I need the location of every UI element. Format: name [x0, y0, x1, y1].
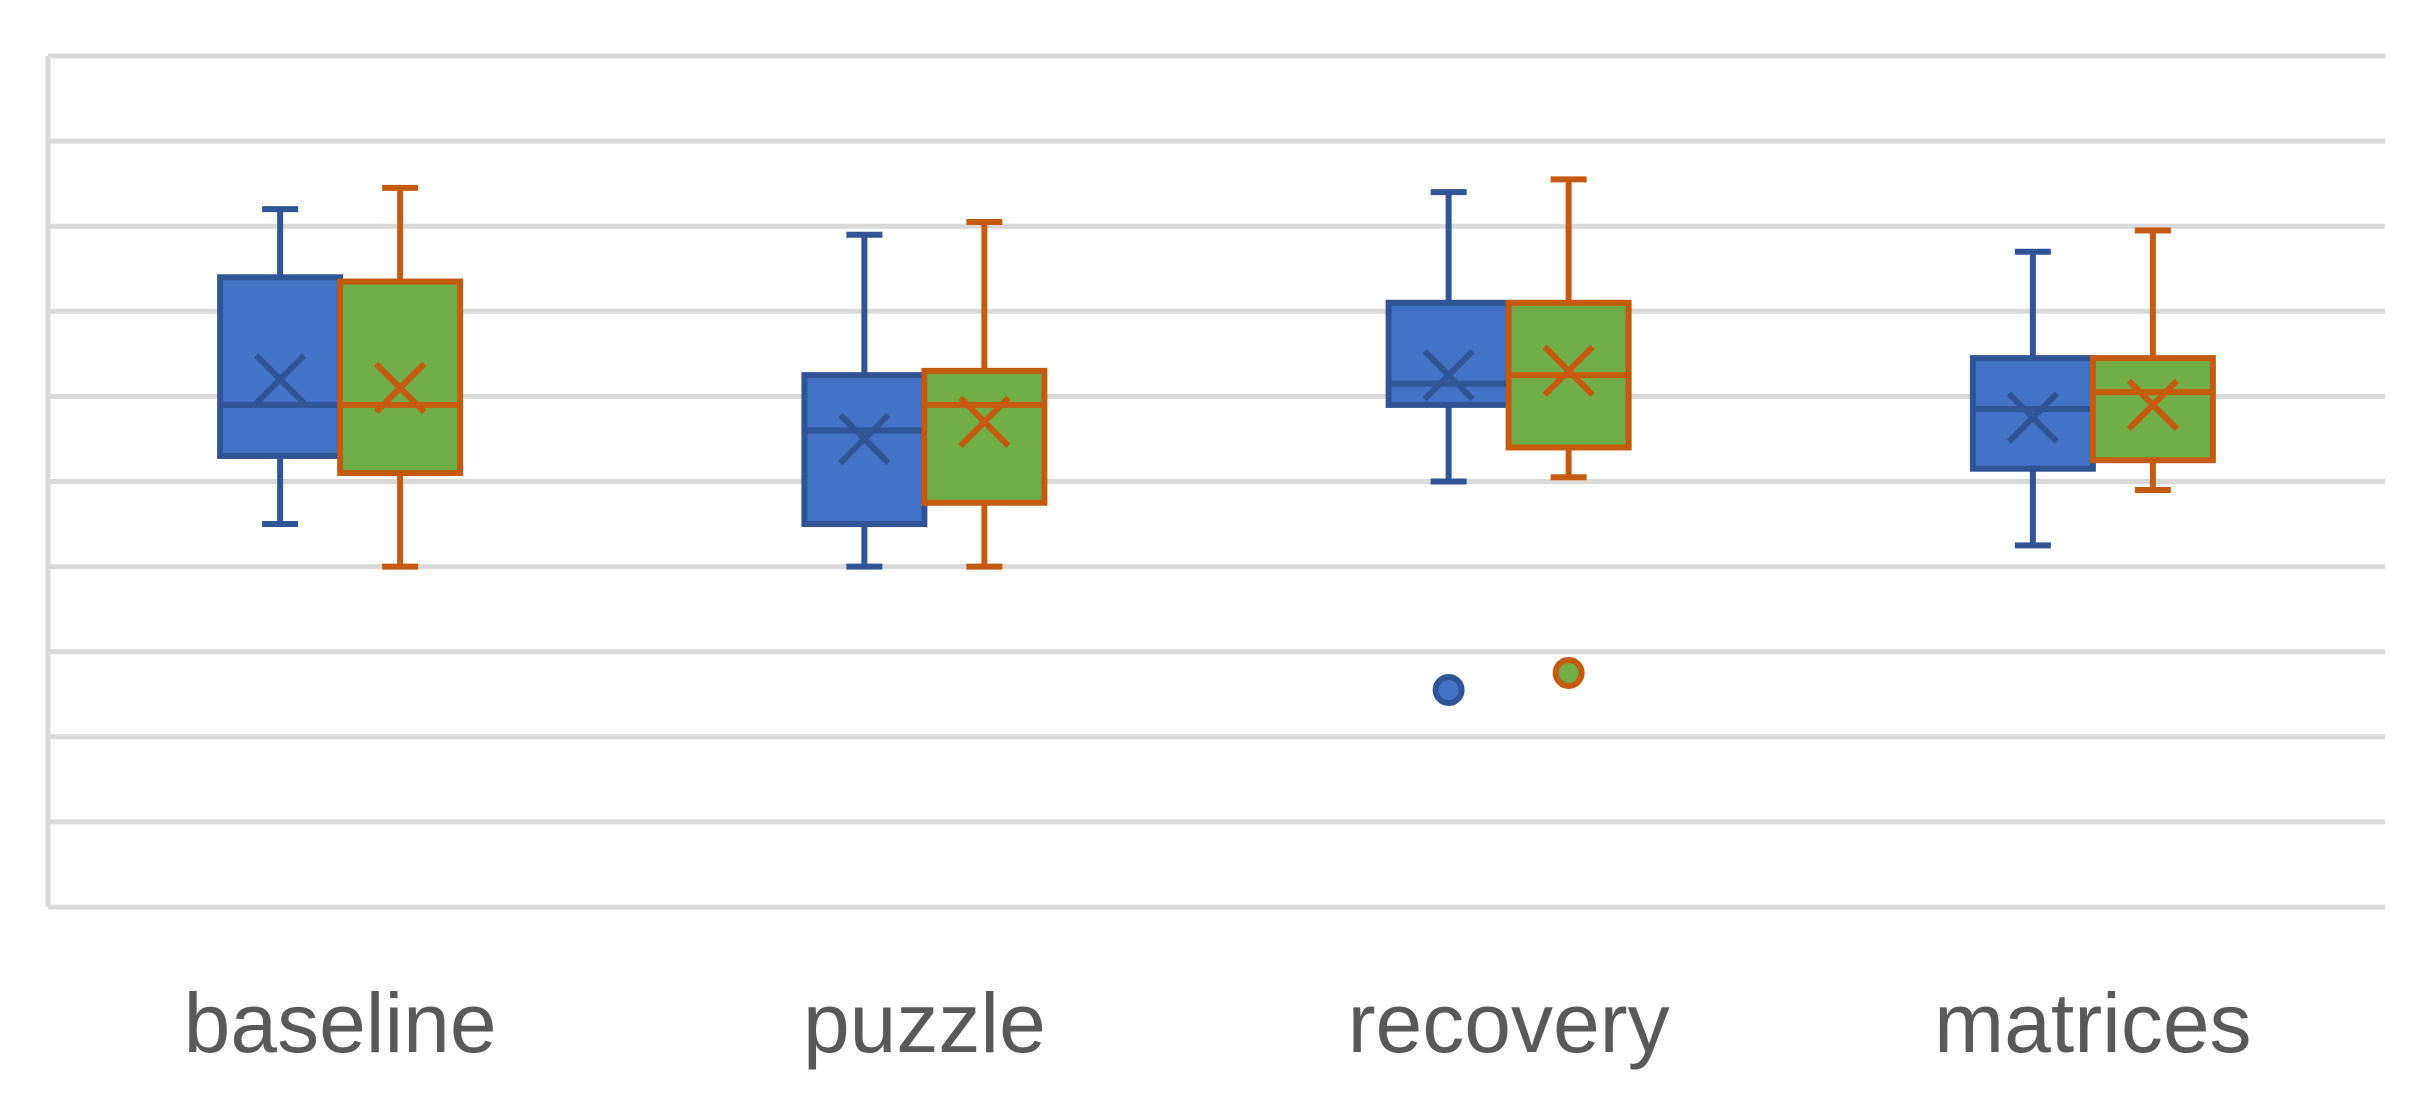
box-iqr: [2089, 355, 2216, 464]
box-iqr: [337, 278, 464, 476]
box-puzzle-series-1: [801, 231, 928, 570]
mean-marker: [958, 395, 1011, 449]
outlier-point: [1432, 673, 1465, 706]
box-recovery-series-1: [1385, 189, 1512, 706]
box-series: [217, 176, 2216, 706]
box-iqr: [921, 367, 1048, 506]
box-puzzle-series-2: [921, 218, 1048, 570]
mean-marker: [1422, 349, 1475, 402]
category-label: matrices: [1934, 976, 2251, 1070]
box-iqr: [1385, 299, 1512, 408]
axis-lines: [45, 56, 2385, 910]
category-labels: baseline puzzle recovery matrices: [184, 976, 2252, 1070]
mean-marker: [374, 361, 427, 415]
mean-marker: [838, 412, 891, 466]
box-iqr: [801, 372, 928, 528]
box-iqr: [217, 274, 344, 459]
box-matrices-series-2: [2089, 227, 2216, 494]
category-label: baseline: [184, 976, 497, 1070]
box-matrices-series-1: [1969, 248, 2096, 549]
box-iqr: [1969, 355, 2096, 472]
mean-marker: [1542, 344, 1595, 397]
category-label: puzzle: [803, 976, 1046, 1070]
category-label: recovery: [1348, 976, 1670, 1070]
outlier-point: [1552, 656, 1585, 689]
mean-marker: [2006, 391, 2059, 444]
box-recovery-series-2: [1505, 176, 1632, 689]
mean-marker: [254, 353, 307, 406]
box-baseline-series-1: [217, 206, 344, 528]
box-baseline-series-2: [337, 184, 464, 570]
mean-marker: [2126, 378, 2179, 432]
